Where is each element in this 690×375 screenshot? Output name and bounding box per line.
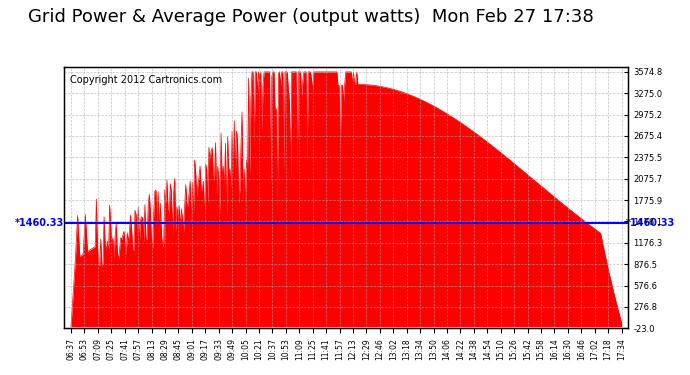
Text: Copyright 2012 Cartronics.com: Copyright 2012 Cartronics.com bbox=[70, 75, 222, 85]
Text: Grid Power & Average Power (output watts)  Mon Feb 27 17:38: Grid Power & Average Power (output watts… bbox=[28, 8, 593, 26]
Text: *1460.33: *1460.33 bbox=[15, 217, 64, 228]
Text: *1460.33: *1460.33 bbox=[626, 217, 675, 228]
